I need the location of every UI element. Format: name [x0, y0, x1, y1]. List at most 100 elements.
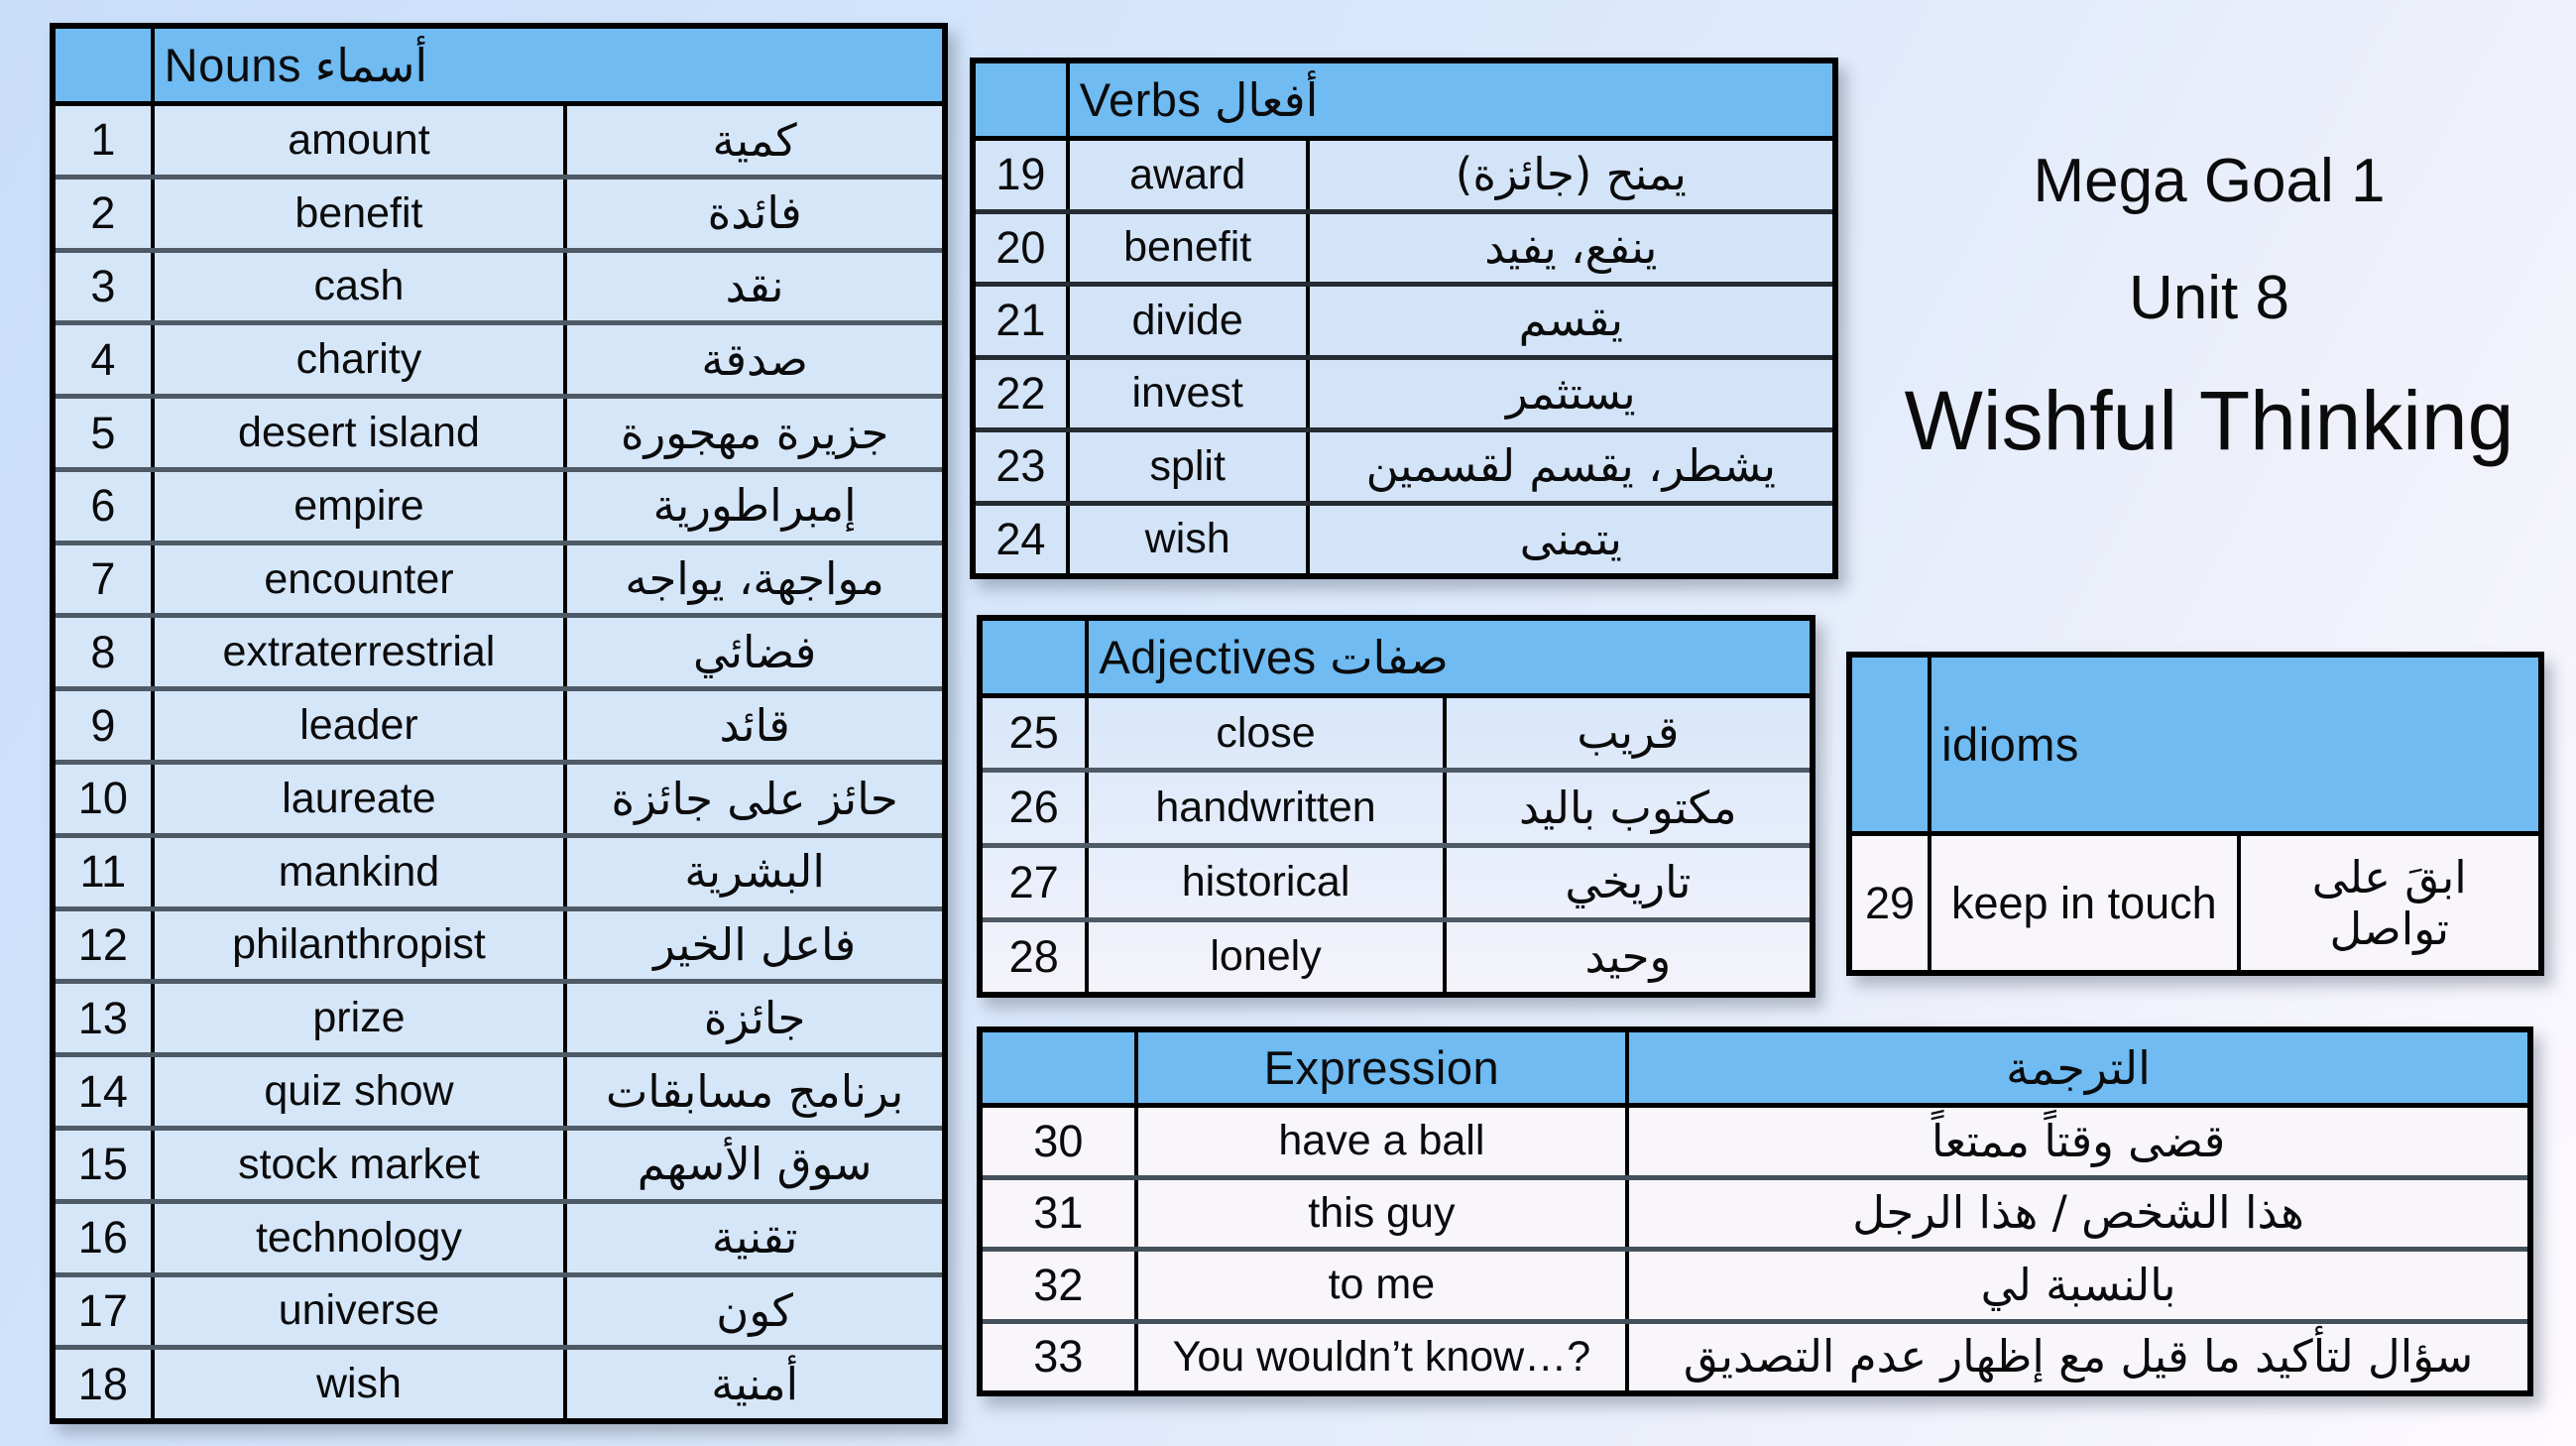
table-row: 16 technology تقنية	[56, 1198, 942, 1272]
arabic-translation: كمية	[563, 106, 942, 175]
adjectives-header-number-cell	[983, 621, 1085, 693]
row-number: 7	[90, 553, 116, 605]
row-number: 3	[90, 260, 116, 311]
verbs-header-title: Verbs أفعال	[1065, 63, 1329, 136]
table-row: 26 handwritten مكتوب باليد	[983, 768, 1810, 843]
title-block: Mega Goal 1 Unit 8 Wishful Thinking	[1862, 151, 2556, 467]
row-number: 23	[995, 440, 1046, 492]
arabic-translation: يمنح (جائزة)	[1305, 141, 1832, 209]
english-term: encounter	[150, 544, 564, 614]
english-term: philanthropist	[150, 910, 564, 980]
verbs-header-label-ar: أفعال	[1214, 72, 1319, 127]
arabic-translation: ابقَ على تواصل	[2236, 836, 2539, 970]
english-term: amount	[150, 106, 564, 175]
arabic-translation: سؤال لتأكيد ما قيل مع إظهار عدم التصديق	[1625, 1323, 2527, 1390]
row-number: 13	[77, 992, 128, 1043]
expression-header-label-ar: الترجمة	[2006, 1040, 2151, 1095]
arabic-translation: يقسم	[1305, 287, 1832, 355]
english-term: extraterrestrial	[150, 618, 564, 687]
row-number: 25	[1008, 707, 1059, 759]
adjectives-header-label-en: Adjectives	[1099, 631, 1317, 683]
nouns-table-body: 1 amount كمية 2 benefit فائدة 3 cash نقد	[56, 106, 942, 1419]
arabic-translation: حائز على جائزة	[563, 765, 942, 833]
table-row: 8 extraterrestrial فضائي	[56, 613, 942, 687]
arabic-translation: ينفع، يفيد	[1305, 213, 1832, 282]
english-term: benefit	[1065, 213, 1306, 282]
row-number: 10	[77, 773, 128, 824]
row-number: 18	[77, 1358, 128, 1409]
english-term: technology	[150, 1203, 564, 1272]
arabic-translation: صدقة	[563, 325, 942, 395]
english-term: benefit	[150, 179, 564, 248]
table-row: 30 have a ball قضى وقتاً ممتعاً	[983, 1108, 2527, 1175]
english-term: split	[1065, 432, 1306, 501]
table-row: 10 laureate حائز على جائزة	[56, 760, 942, 833]
english-term: laureate	[150, 765, 564, 833]
expression-header-title-en: Expression	[1133, 1032, 1625, 1103]
verbs-table: Verbs أفعال 19 award يمنح (جائزة) 20 ben…	[970, 58, 1838, 579]
row-number: 22	[995, 367, 1046, 419]
english-term: empire	[150, 471, 564, 541]
arabic-translation: فائدة	[563, 179, 942, 248]
verbs-table-header: Verbs أفعال	[976, 63, 1832, 141]
arabic-translation: مكتوب باليد	[1442, 773, 1810, 843]
idioms-table-body: 29 keep in touch ابقَ على تواصل	[1852, 836, 2538, 970]
row-number: 16	[77, 1212, 128, 1264]
table-row: 28 lonely وحيد	[983, 916, 1810, 992]
english-term: quiz show	[150, 1057, 564, 1126]
nouns-table-header: Nouns أسماء	[56, 29, 942, 106]
english-term: mankind	[150, 837, 564, 906]
row-number: 8	[90, 626, 116, 677]
table-row: 19 award يمنح (جائزة)	[976, 141, 1832, 209]
arabic-translation: فضائي	[563, 618, 942, 687]
table-row: 12 philanthropist فاعل الخير	[56, 905, 942, 980]
table-row: 27 historical تاريخي	[983, 842, 1810, 917]
unit-name: Wishful Thinking	[1904, 374, 2515, 467]
arabic-translation: برنامج مسابقات	[563, 1057, 942, 1126]
arabic-translation: يتمنى	[1305, 505, 1832, 573]
arabic-translation: البشرية	[563, 837, 942, 906]
row-number: 26	[1008, 782, 1059, 833]
verbs-table-body: 19 award يمنح (جائزة) 20 benefit ينفع، ي…	[976, 141, 1832, 573]
table-row: 20 benefit ينفع، يفيد	[976, 208, 1832, 282]
expression-table: Expression الترجمة 30 have a ball قضى وق…	[977, 1026, 2533, 1396]
english-term: prize	[150, 984, 564, 1053]
expression-header-number-cell	[983, 1032, 1134, 1103]
row-number: 31	[1033, 1187, 1084, 1239]
table-row: 31 this guy هذا الشخص / هذا الرجل	[983, 1174, 2527, 1247]
arabic-translation: تقنية	[563, 1203, 942, 1272]
table-row: 14 quiz show برنامج مسابقات	[56, 1052, 942, 1126]
idioms-table: idioms 29 keep in touch ابقَ على تواصل	[1846, 652, 2544, 976]
table-row: 21 divide يقسم	[976, 282, 1832, 355]
adjectives-table-body: 25 close قريب 26 handwritten مكتوب باليد…	[983, 698, 1810, 992]
english-term: charity	[150, 325, 564, 395]
idioms-header-label-en: idioms	[1941, 718, 2079, 771]
expression-table-header: Expression الترجمة	[983, 1032, 2527, 1108]
nouns-table: Nouns أسماء 1 amount كمية 2 benefit فائد…	[50, 23, 948, 1424]
table-row: 29 keep in touch ابقَ على تواصل	[1852, 836, 2538, 970]
row-number: 6	[90, 480, 116, 532]
row-number: 24	[995, 513, 1046, 564]
row-number: 32	[1033, 1259, 1084, 1310]
table-row: 2 benefit فائدة	[56, 174, 942, 248]
arabic-translation: جزيرة مهجورة	[563, 399, 942, 467]
table-row: 32 to me بالنسبة لي	[983, 1247, 2527, 1319]
adjectives-header-label-ar: صفات	[1330, 630, 1449, 684]
english-term: handwritten	[1085, 773, 1442, 843]
arabic-translation: قضى وقتاً ممتعاً	[1625, 1108, 2527, 1175]
idioms-header-number-cell	[1852, 658, 1928, 831]
arabic-translation: هذا الشخص / هذا الرجل	[1625, 1179, 2527, 1247]
english-term: keep in touch	[1928, 836, 2236, 970]
english-term: invest	[1065, 359, 1306, 427]
row-number: 4	[90, 333, 116, 385]
table-row: 5 desert island جزيرة مهجورة	[56, 394, 942, 467]
row-number: 1	[90, 114, 116, 166]
table-row: 7 encounter مواجهة، يواجه	[56, 540, 942, 614]
table-row: 17 universe كون	[56, 1271, 942, 1346]
verbs-header-label-en: Verbs	[1079, 73, 1202, 126]
row-number: 5	[90, 407, 116, 458]
english-term: desert island	[150, 399, 564, 467]
adjectives-table-header: Adjectives صفات	[983, 621, 1810, 698]
row-number: 29	[1865, 877, 1916, 928]
row-number: 17	[77, 1284, 128, 1336]
